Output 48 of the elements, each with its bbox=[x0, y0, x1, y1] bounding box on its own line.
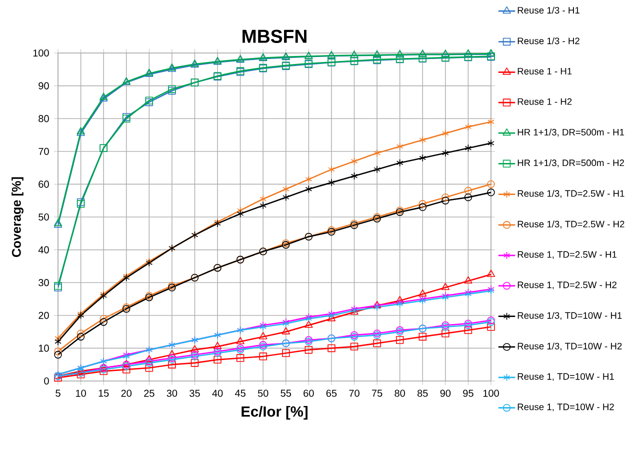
y-tick-label: 0 bbox=[44, 377, 49, 385]
legend-label: Reuse 1, TD=2.5W - H1 bbox=[518, 251, 616, 259]
legend-label: Reuse 1/3, TD=10W - H2 bbox=[518, 342, 622, 351]
y-tick-label: 80 bbox=[38, 115, 49, 122]
y-tick-label: 30 bbox=[38, 279, 49, 286]
legend-label: Reuse 1 - H1 bbox=[518, 68, 572, 74]
x-tick-label: 40 bbox=[212, 390, 223, 397]
x-tick-label: 50 bbox=[258, 390, 268, 397]
legend-label: HR 1+1/3, DR=500m - H1 bbox=[518, 128, 624, 137]
x-tick-label: 25 bbox=[144, 390, 154, 397]
legend-label: Reuse 1/3 - H2 bbox=[518, 37, 580, 44]
legend-label: Reuse 1, TD=10W - H2 bbox=[518, 404, 614, 412]
legend-label: Reuse 1/3, TD=2.5W - H1 bbox=[518, 190, 624, 198]
x-tick-label: 85 bbox=[418, 390, 428, 397]
x-tick-label: 65 bbox=[326, 390, 337, 397]
x-tick-label: 80 bbox=[394, 390, 405, 397]
x-tick-label: 30 bbox=[166, 390, 178, 397]
legend-label: Reuse 1/3, TD=10W - H1 bbox=[518, 312, 622, 320]
x-tick-label: 5 bbox=[56, 390, 60, 397]
chart-title: MBSFN bbox=[242, 30, 306, 43]
legend-label: Reuse 1, TD=2.5W - H2 bbox=[518, 282, 616, 290]
legend-label: Reuse 1/3 - H1 bbox=[518, 6, 580, 14]
y-axis-title: Coverage [%] bbox=[12, 177, 24, 257]
legend-label: Reuse 1/3, TD=2.5W - H2 bbox=[518, 220, 624, 228]
legend-label: Reuse 1, TD=10W - H1 bbox=[518, 373, 614, 381]
y-tick-label: 20 bbox=[38, 312, 49, 319]
x-tick-label: 70 bbox=[349, 390, 360, 397]
y-tick-label: 10 bbox=[38, 344, 49, 352]
y-tick-label: 90 bbox=[38, 82, 49, 90]
x-tick-label: 15 bbox=[98, 390, 109, 397]
x-tick-label: 95 bbox=[463, 390, 474, 397]
legend-label: HR 1+1/3, DR=500m - H2 bbox=[518, 159, 624, 168]
y-tick-label: 100 bbox=[33, 49, 49, 57]
y-tick-label: 40 bbox=[38, 246, 49, 254]
x-tick-label: 20 bbox=[121, 390, 132, 397]
x-tick-label: 55 bbox=[280, 390, 292, 397]
y-tick-label: 60 bbox=[38, 180, 49, 188]
x-tick-label: 100 bbox=[483, 390, 499, 397]
x-tick-label: 45 bbox=[234, 390, 246, 397]
legend-label: Reuse 1 - H2 bbox=[518, 98, 572, 105]
x-tick-label: 35 bbox=[190, 390, 200, 397]
x-tick-label: 90 bbox=[440, 390, 451, 397]
x-tick-label: 60 bbox=[304, 390, 314, 397]
x-tick-label: 10 bbox=[76, 390, 86, 397]
x-axis-title: Ec/Ior [%] bbox=[242, 406, 308, 420]
y-tick-label: 50 bbox=[38, 213, 49, 221]
y-tick-label: 70 bbox=[38, 148, 49, 155]
x-tick-label: 75 bbox=[372, 390, 382, 397]
